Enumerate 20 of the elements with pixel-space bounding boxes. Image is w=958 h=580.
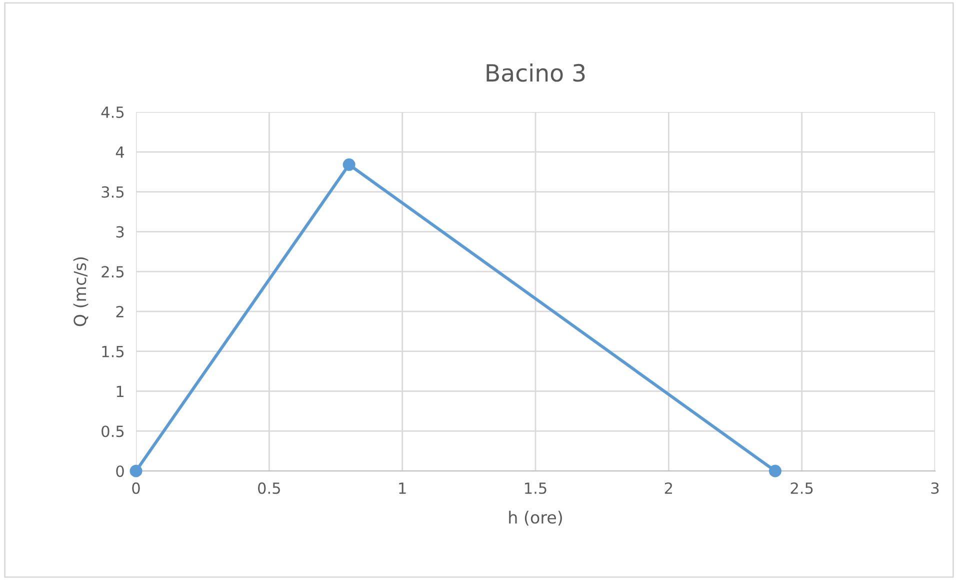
y-tick-label: 2.5 [102, 266, 124, 278]
x-tick-label: 0.5 [258, 482, 280, 494]
y-tick-label: 3 [116, 226, 124, 238]
x-tick-label: 3 [931, 482, 939, 494]
y-tick-label: 2 [116, 306, 124, 318]
y-tick-label: 4 [116, 146, 124, 158]
y-tick-label: 1 [116, 386, 124, 398]
y-tick-label: 0.5 [102, 426, 124, 438]
chart-title: Bacino 3 [486, 64, 585, 82]
x-tick-label: 0 [132, 482, 140, 494]
x-tick-label: 2.5 [790, 482, 813, 494]
y-axis-title: Q (mc/s) [73, 257, 88, 326]
x-axis-title: h (ore) [509, 510, 562, 526]
y-tick-label: 1.5 [102, 346, 124, 358]
y-tick-label: 4.5 [101, 106, 124, 118]
x-tick-label: 1.5 [525, 482, 546, 494]
x-tick-label: 2 [664, 482, 672, 494]
y-tick-label: 0 [116, 465, 124, 478]
x-tick-label: 1 [399, 482, 406, 494]
y-tick-label: 3.5 [102, 186, 124, 198]
